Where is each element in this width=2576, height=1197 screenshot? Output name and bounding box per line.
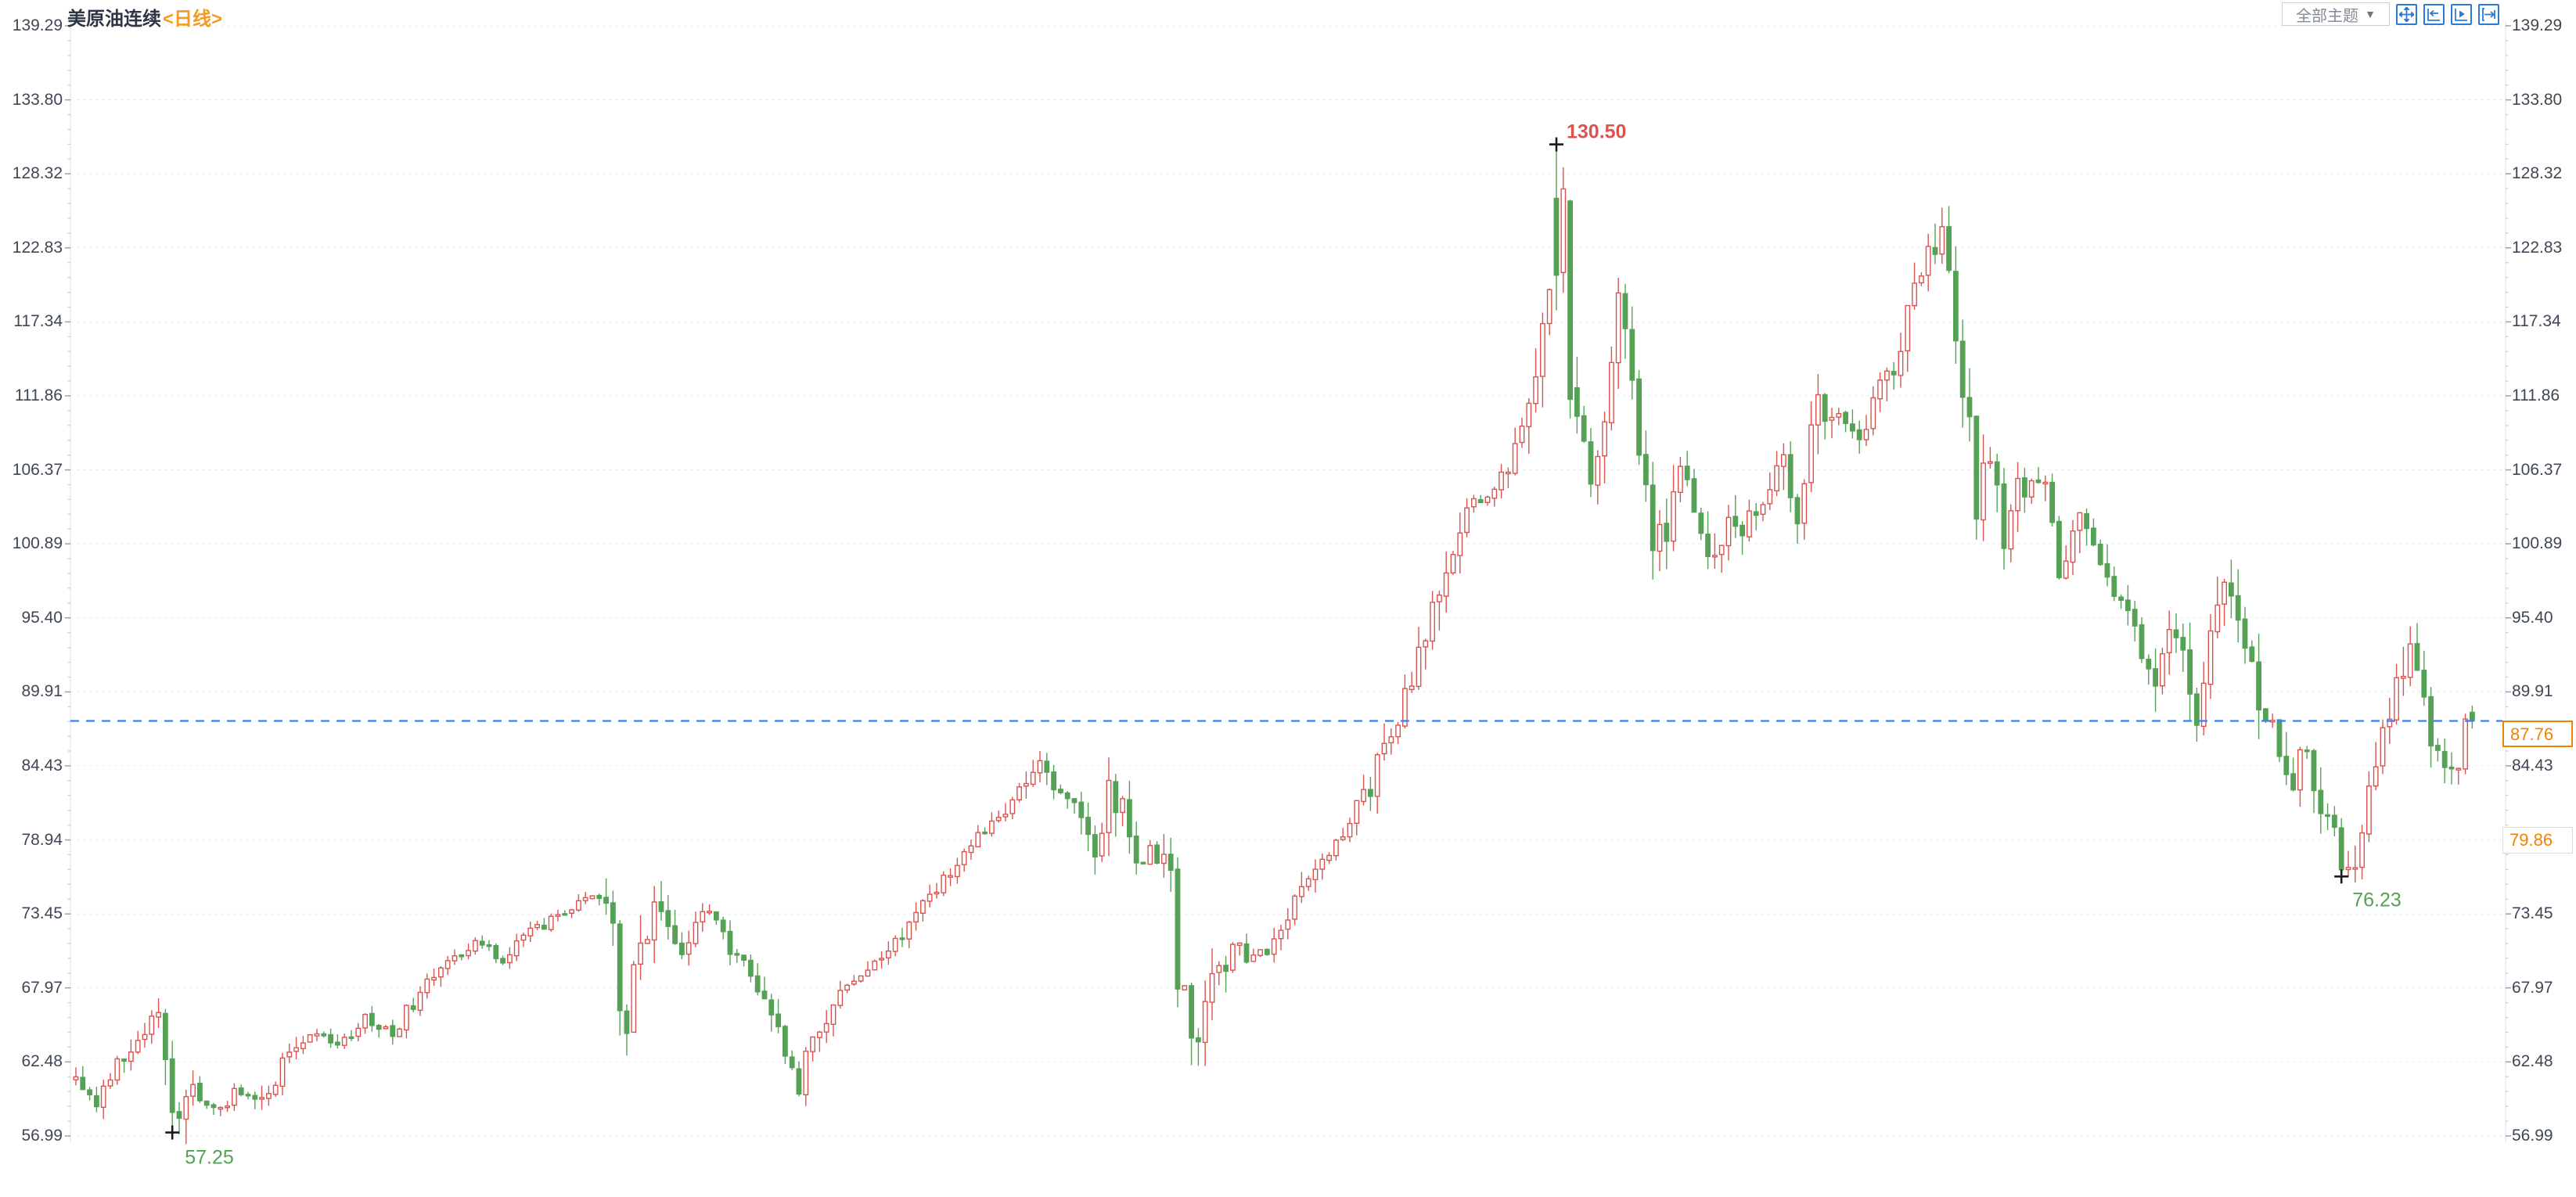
y-axis-tick-label: 128.32 (12, 164, 63, 183)
y-axis-tick-label: 56.99 (2512, 1127, 2553, 1145)
y-axis-tick-label: 67.97 (2512, 978, 2553, 997)
go-to-start-icon (2427, 7, 2441, 22)
crosshair-button[interactable] (2396, 3, 2417, 25)
settlement-price-label: 79.86 (2502, 826, 2573, 854)
y-axis-tick-label: 89.91 (2512, 682, 2553, 701)
y-axis-tick-label: 78.94 (21, 830, 63, 849)
y-axis-tick-label: 128.32 (2512, 164, 2563, 183)
y-axis-tick-label: 100.89 (2512, 534, 2563, 553)
go-to-start-button[interactable] (2423, 3, 2445, 25)
y-axis-tick-label: 62.48 (21, 1052, 63, 1071)
theme-dropdown[interactable]: 全部主题 ▼ (2282, 2, 2390, 26)
y-axis-tick-label: 133.80 (12, 90, 63, 109)
price-annotation: 57.25 (185, 1147, 234, 1169)
y-axis-tick-label: 89.91 (21, 682, 63, 701)
y-axis-tick-label: 62.48 (2512, 1052, 2553, 1071)
y-axis-tick-label: 95.40 (2512, 608, 2553, 627)
go-to-latest-button[interactable] (2478, 3, 2499, 25)
y-axis-tick-label: 111.86 (14, 386, 63, 404)
y-axis-tick-label: 95.40 (21, 608, 63, 627)
crosshair-icon (2399, 6, 2414, 22)
y-axis-tick-label: 56.99 (21, 1127, 63, 1145)
go-to-latest-icon (2481, 7, 2496, 22)
toolbar: 全部主题 ▼ (2282, 2, 2499, 26)
y-axis-tick-label: 111.86 (2512, 386, 2560, 404)
y-axis-tick-label: 106.37 (2512, 460, 2563, 479)
y-axis-tick-label: 139.29 (12, 16, 63, 34)
y-axis-tick-label: 84.43 (2512, 756, 2553, 775)
y-axis-tick-label: 100.89 (12, 534, 63, 553)
playback-button[interactable] (2451, 3, 2472, 25)
interval-label: <日线> (163, 9, 223, 30)
y-axis-tick-label: 133.80 (2512, 90, 2563, 109)
y-axis-tick-label: 67.97 (21, 978, 63, 997)
last-price-label: 87.76 (2502, 721, 2573, 748)
y-axis-tick-label: 106.37 (12, 460, 63, 479)
chevron-down-icon: ▼ (2365, 8, 2376, 20)
page-title: 美原油连续<日线> (67, 3, 222, 31)
price-annotation: 76.23 (2352, 889, 2402, 911)
y-axis-tick-label: 139.29 (2512, 16, 2563, 34)
symbol-name: 美原油连续 (67, 9, 161, 30)
y-axis-tick-label: 122.83 (2512, 238, 2563, 257)
price-annotation: 130.50 (1567, 121, 1626, 143)
playback-icon (2454, 7, 2469, 22)
y-axis-tick-label: 73.45 (21, 904, 63, 923)
y-axis-tick-label: 73.45 (2512, 904, 2553, 923)
y-axis-tick-label: 122.83 (12, 238, 63, 257)
theme-dropdown-label: 全部主题 (2296, 7, 2359, 25)
y-axis-tick-label: 117.34 (2512, 312, 2561, 331)
y-axis-tick-label: 84.43 (21, 756, 63, 775)
y-axis-tick-label: 117.34 (13, 312, 63, 331)
